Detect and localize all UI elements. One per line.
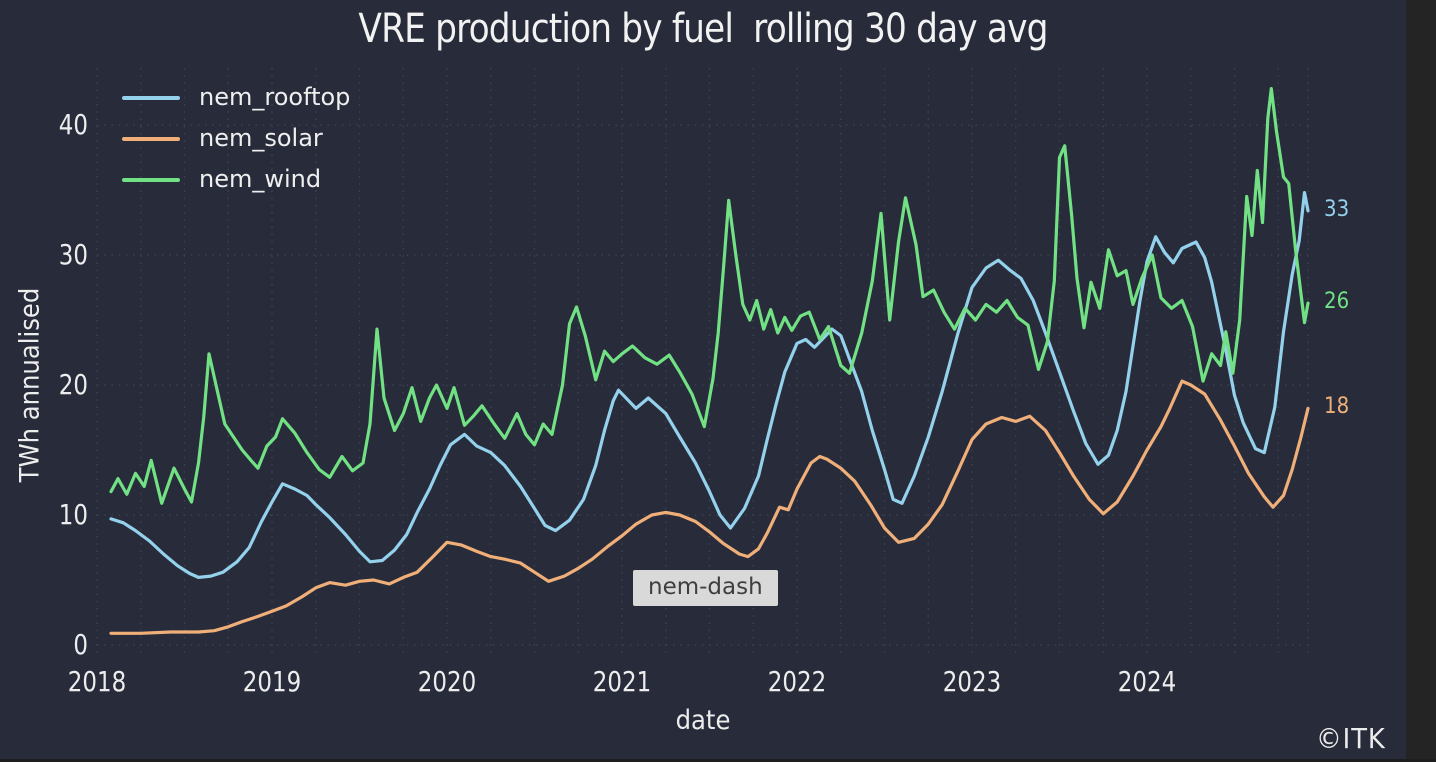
- itk-watermark: ©ITK: [1316, 722, 1386, 755]
- legend-label: nem_solar: [199, 124, 323, 152]
- legend-line-sample: [122, 96, 180, 100]
- legend-label: nem_rooftop: [199, 83, 351, 111]
- series-line-nem_wind: [109, 86, 1310, 505]
- x-tick-label: 2024: [1117, 665, 1177, 698]
- end-value-label: 18: [1324, 394, 1350, 420]
- series-line-nem_solar: [109, 379, 1310, 635]
- y-tick-label: 30: [58, 238, 88, 271]
- x-tick-label: 2023: [942, 665, 1002, 698]
- end-value-label: 26: [1324, 289, 1350, 315]
- x-tick-label: 2021: [592, 665, 652, 698]
- legend-label: nem_wind: [199, 165, 322, 193]
- x-tick-label: 2018: [67, 665, 127, 698]
- end-value-label: 33: [1324, 196, 1350, 222]
- legend-line-sample: [122, 178, 180, 182]
- x-tick-label: 2019: [242, 665, 302, 698]
- x-axis-label: date: [675, 705, 731, 736]
- window-edge-strip-right: [1406, 0, 1436, 762]
- y-tick-label: 10: [58, 498, 88, 531]
- nem-dash-badge: nem-dash: [633, 570, 778, 606]
- legend-line-sample: [122, 137, 180, 141]
- y-tick-label: 0: [73, 628, 88, 661]
- y-tick-label: 40: [58, 108, 88, 141]
- series-line-nem_rooftop: [109, 191, 1310, 580]
- x-tick-label: 2022: [767, 665, 827, 698]
- x-tick-label: 2020: [417, 665, 477, 698]
- window-edge-strip-bottom: [0, 759, 1436, 762]
- y-tick-label: 20: [58, 368, 88, 401]
- chart-title: VRE production by fuel rolling 30 day av…: [358, 6, 1048, 52]
